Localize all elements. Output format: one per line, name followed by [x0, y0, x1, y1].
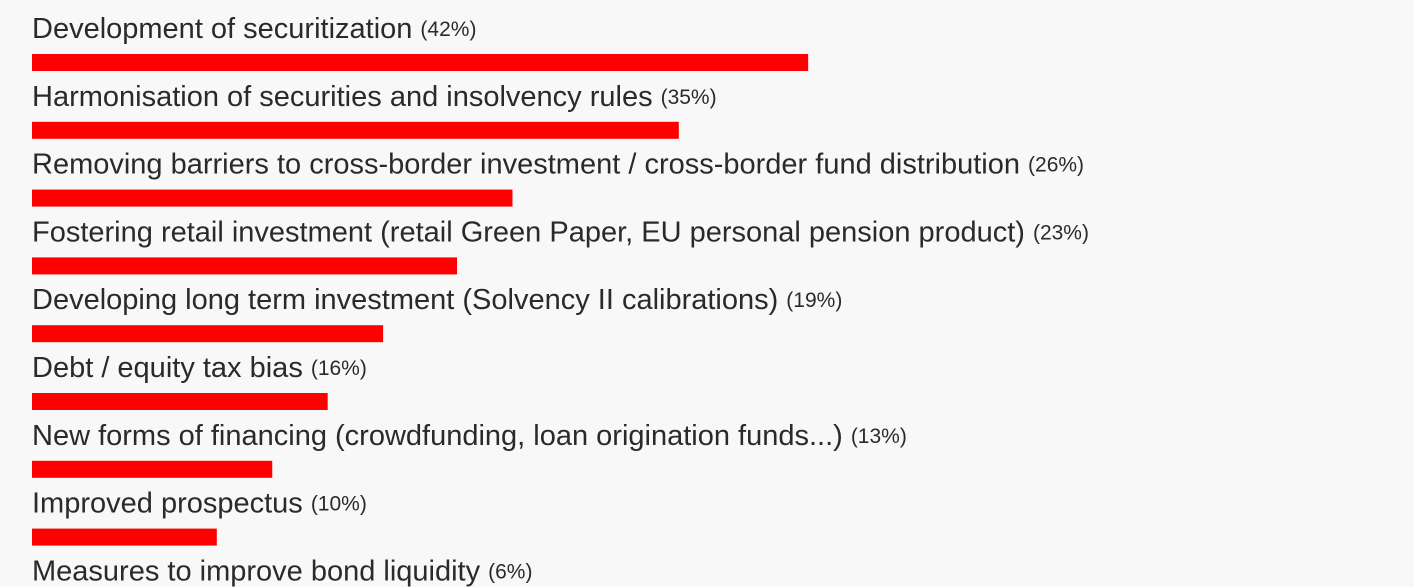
category-label: Fostering retail investment (retail Gree…: [32, 216, 1025, 248]
bar: [32, 528, 217, 546]
bar: [32, 393, 328, 410]
value-label: (6%): [488, 560, 532, 583]
bar-label: Harmonisation of securities and insolven…: [32, 80, 717, 112]
bar-label: Removing barriers to cross-border invest…: [32, 148, 1084, 180]
value-label: (26%): [1028, 153, 1084, 176]
bar: [32, 257, 458, 275]
bar: [32, 121, 679, 139]
bar-label: Measures to improve bond liquidity (6%): [32, 555, 532, 587]
bar: [32, 54, 809, 71]
bar-label: Fostering retail investment (retail Gree…: [32, 216, 1089, 248]
bar: [32, 325, 384, 343]
category-label: Removing barriers to cross-border invest…: [32, 148, 1020, 180]
value-label: (16%): [311, 357, 367, 380]
category-label: Measures to improve bond liquidity: [32, 555, 481, 587]
value-label: (35%): [661, 85, 717, 108]
category-label: Developing long term investment (Solvenc…: [32, 284, 778, 316]
bar-label: Improved prospectus (10%): [32, 487, 367, 519]
category-label: Harmonisation of securities and insolven…: [32, 80, 653, 112]
bar-label: Debt / equity tax bias (16%): [32, 352, 367, 384]
bar-label: New forms of financing (crowdfunding, lo…: [32, 419, 907, 451]
value-label: (23%): [1033, 221, 1089, 244]
value-label: (13%): [851, 424, 907, 447]
bar-label: Developing long term investment (Solvenc…: [32, 284, 842, 316]
value-label: (10%): [311, 492, 367, 515]
bar: [32, 460, 273, 478]
bar-label: Development of securitization (42%): [32, 13, 476, 45]
category-label: New forms of financing (crowdfunding, lo…: [32, 419, 843, 451]
category-label: Debt / equity tax bias: [32, 352, 303, 384]
bar: [32, 189, 513, 207]
category-label: Development of securitization: [32, 13, 412, 45]
value-label: (19%): [786, 289, 842, 312]
value-label: (42%): [420, 18, 476, 41]
category-label: Improved prospectus: [32, 487, 303, 519]
